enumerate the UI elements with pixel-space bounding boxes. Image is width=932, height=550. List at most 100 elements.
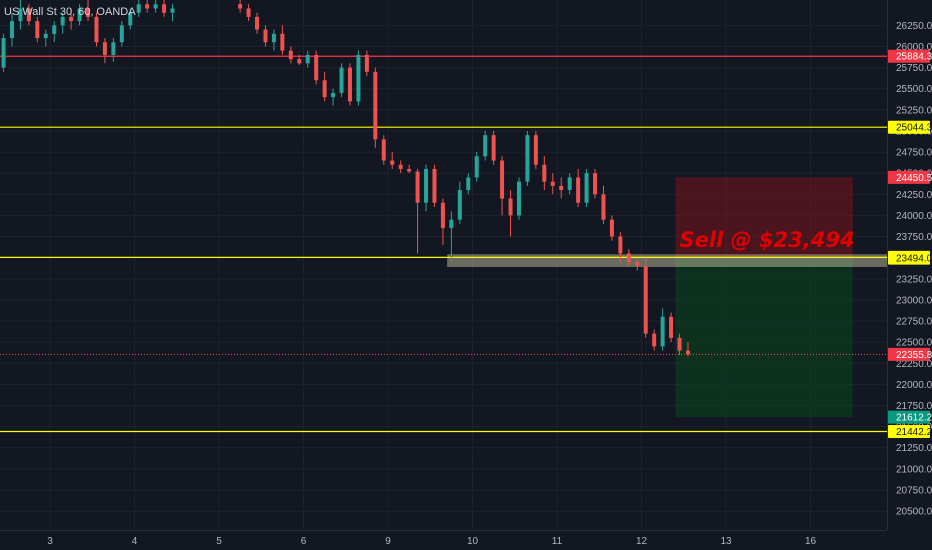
candle-body: [263, 29, 268, 43]
candle-body: [60, 16, 65, 26]
price-tag: [888, 410, 930, 424]
candle-body: [1, 38, 6, 68]
candle-body: [474, 156, 479, 178]
candle-body: [77, 8, 82, 22]
take-profit-zone[interactable]: [675, 258, 853, 418]
price-axis[interactable]: 26250.026000.025750.025500.025250.025000…: [887, 0, 932, 550]
price-tick-label: 24000.0: [896, 211, 932, 222]
annotation-layer: Sell @ $23,494: [680, 228, 855, 252]
candle-body: [314, 54, 319, 81]
price-tag: [888, 251, 930, 265]
candle-body: [145, 4, 150, 9]
price-tag: [888, 425, 930, 439]
candle-body: [407, 168, 412, 172]
candle-body: [601, 194, 606, 220]
candle-body: [609, 219, 614, 237]
price-tag-label: 23494.0: [896, 254, 932, 265]
candle-body: [525, 135, 530, 182]
price-tick-label: 26250.0: [896, 21, 932, 32]
time-tick-label: 10: [467, 536, 479, 547]
candle-body: [136, 4, 141, 13]
price-tag-label: 25884.3: [896, 52, 932, 63]
candle-body: [170, 8, 175, 13]
price-tick-label: 24250.0: [896, 190, 932, 201]
candle-body: [128, 12, 133, 26]
price-tag-label: 25044.3: [896, 123, 932, 134]
time-tick-label: 6: [301, 536, 307, 547]
candle-body: [626, 253, 631, 262]
candle-body: [516, 181, 521, 216]
candle-body: [364, 54, 369, 72]
price-tick-label: 25250.0: [896, 105, 932, 116]
candle-body: [111, 42, 116, 55]
candle-body: [415, 171, 420, 203]
time-tick-label: 9: [385, 536, 391, 547]
time-axis-background: [0, 530, 932, 550]
candle-body: [356, 54, 361, 102]
candle-body: [500, 160, 505, 199]
price-tag: [888, 49, 930, 63]
candle-body: [280, 33, 285, 51]
candle-body: [26, 8, 31, 22]
price-tick-label: 25500.0: [896, 84, 932, 95]
candle-body: [390, 160, 395, 165]
symbol-legend[interactable]: US Wall St 30, 60, OANDA: [4, 6, 136, 18]
entry-zone-box[interactable]: [447, 254, 921, 267]
candle-body: [331, 92, 336, 98]
candle-body: [246, 8, 251, 17]
candle-body: [86, 8, 91, 17]
legend-symbol: US Wall St 30,: [4, 6, 76, 18]
candle-body: [483, 135, 488, 157]
time-tick-label: 3: [47, 536, 53, 547]
candle-body: [508, 198, 513, 216]
candle-body: [94, 16, 99, 43]
price-tick-label: 20500.0: [896, 507, 932, 518]
time-tick-label: 11: [552, 536, 563, 547]
sell-annotation: Sell @ $23,494: [680, 228, 855, 252]
candle-body: [381, 139, 386, 161]
time-tick-label: 16: [805, 536, 817, 547]
candle-body: [440, 202, 445, 229]
price-tick-label: 24750.0: [896, 148, 932, 159]
price-tick-label: 26000.0: [896, 42, 932, 53]
candle-body: [432, 168, 437, 203]
candle-body: [347, 67, 352, 102]
price-tick-label: 22250.0: [896, 359, 932, 370]
candle-body: [271, 33, 276, 43]
candle-body: [559, 185, 564, 191]
price-tag-label: 22355.8: [896, 350, 932, 361]
price-tag: [888, 347, 930, 361]
candle-body: [677, 337, 682, 351]
candle-body: [238, 4, 243, 9]
time-tick-label: 12: [636, 536, 648, 547]
candle-body: [584, 173, 589, 203]
price-tag-label: 21442.2: [896, 427, 932, 438]
candle-body: [618, 236, 623, 254]
price-tick-label: 23250.0: [896, 274, 932, 285]
legend-interval: 60,: [78, 6, 94, 18]
candle-body: [102, 42, 107, 55]
candle-body: [153, 4, 158, 9]
price-tick-label: 22000.0: [896, 380, 932, 391]
candle-body: [18, 8, 23, 22]
time-axis[interactable]: 3 4 5 6 9 10 11 12 13 16: [0, 530, 932, 550]
price-tag-label: 24450.5: [896, 173, 932, 184]
stop-loss-zone[interactable]: [675, 177, 853, 259]
candle-body: [339, 67, 344, 93]
candle-body: [652, 333, 657, 347]
candle-body: [373, 71, 378, 140]
candle-body: [288, 50, 293, 60]
candle-body: [69, 16, 74, 22]
price-tick-label: 23000.0: [896, 295, 932, 306]
price-tick-label: 21750.0: [896, 401, 932, 412]
candle-body: [119, 25, 124, 43]
candle-body: [466, 177, 471, 191]
candle-body: [685, 350, 690, 355]
candle-body: [9, 21, 14, 39]
candle-body: [533, 135, 538, 165]
candle-body: [449, 219, 454, 229]
candle-body: [550, 181, 555, 186]
candle-body: [424, 168, 429, 203]
